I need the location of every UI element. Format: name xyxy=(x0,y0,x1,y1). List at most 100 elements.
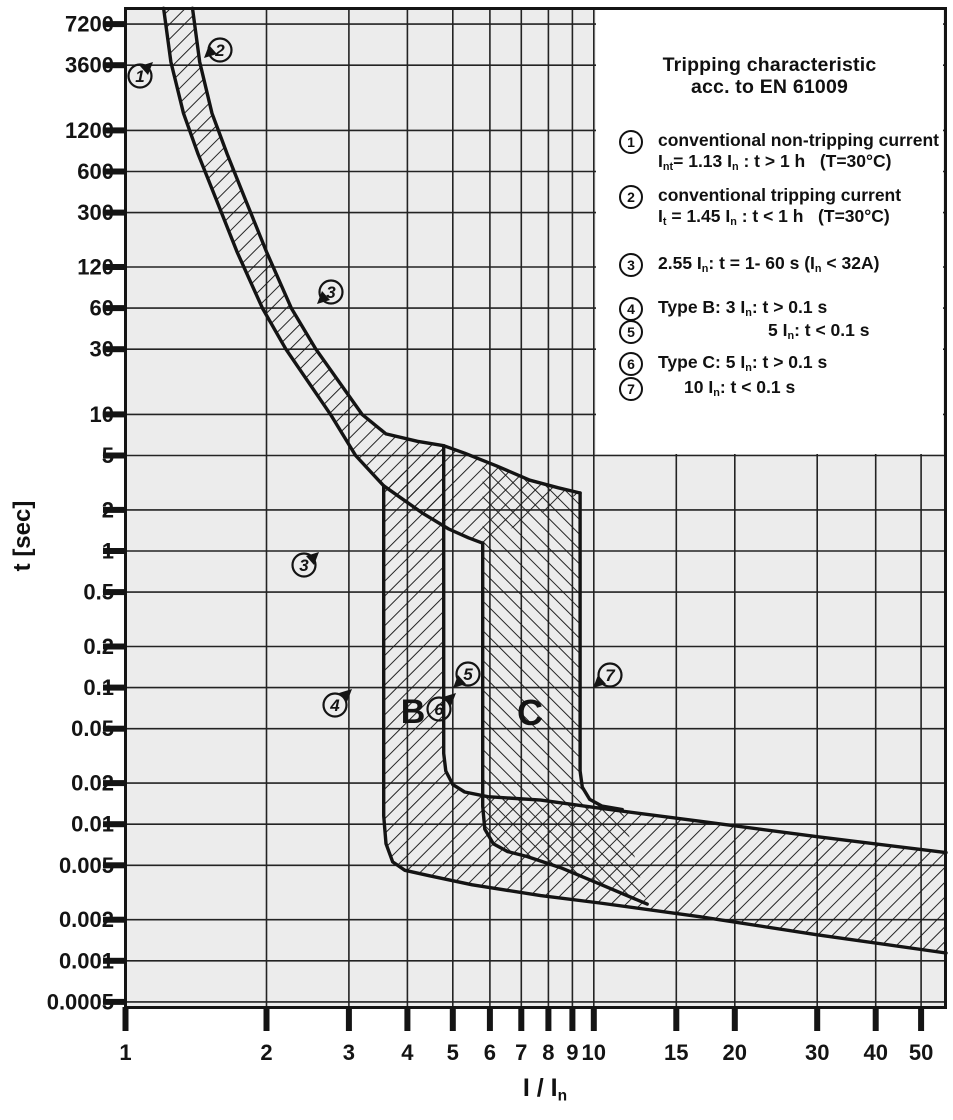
y-tick-mark xyxy=(103,862,127,869)
legend-item-number-6: 6 xyxy=(619,352,643,376)
x-tick-label: 15 xyxy=(664,1040,688,1065)
x-axis-title: I / In xyxy=(460,1074,630,1105)
curve-tripping-limit xyxy=(190,6,582,495)
callout-number: 3 xyxy=(326,283,336,302)
y-tick-mark xyxy=(103,998,127,1005)
y-tick-label: 0.05 xyxy=(71,716,114,741)
y-tick-label: 5 xyxy=(102,443,114,468)
callout-pointer-icon xyxy=(317,291,330,304)
callout-number: 6 xyxy=(434,700,444,719)
y-tick-label: 1 xyxy=(102,539,114,564)
callout-number: 7 xyxy=(605,666,616,685)
y-tick-mark xyxy=(103,305,127,312)
callout-1: 1 xyxy=(127,62,153,89)
legend-box: Tripping characteristic acc. to EN 61009… xyxy=(596,10,943,454)
callout-number: 4 xyxy=(329,696,340,715)
x-tick-mark xyxy=(404,1007,411,1031)
x-tick-mark xyxy=(872,1007,879,1031)
y-tick-mark xyxy=(103,684,127,691)
x-tick-label: 2 xyxy=(260,1040,272,1065)
zone-letter-c: C xyxy=(517,692,543,733)
y-tick-mark xyxy=(103,264,127,270)
y-tick-label: 2 xyxy=(102,497,114,522)
text-run: : t > 1 h (T=30°C) xyxy=(738,151,892,171)
y-tick-mark xyxy=(103,548,127,554)
legend-item-line: Type B: 3 In: t > 0.1 s xyxy=(658,297,827,324)
x-tick-label: 10 xyxy=(582,1040,606,1065)
x-tick-label: 40 xyxy=(863,1040,887,1065)
legend-item-1: conventional non-tripping current Int= 1.… xyxy=(658,130,939,178)
legend-item-line: 2.55 In: t = 1- 60 s (In < 32A) xyxy=(658,253,879,280)
zone-letter-b: B xyxy=(401,693,426,731)
y-tick-mark xyxy=(103,589,127,596)
x-tick-mark xyxy=(814,1007,821,1031)
legend-item-line: 5 In: t < 0.1 s xyxy=(768,320,869,347)
x-tick-label: 4 xyxy=(401,1040,414,1065)
y-tick-mark xyxy=(103,127,127,134)
legend-title: Tripping characteristic acc. to EN 61009 xyxy=(596,10,943,98)
text-run: Type C: 5 I xyxy=(658,352,746,372)
x-tick-mark xyxy=(918,1007,925,1031)
y-tick-mark xyxy=(103,168,127,175)
x-tick-mark xyxy=(545,1007,552,1031)
y-tick-mark xyxy=(103,916,127,923)
legend-item-5: 5 In: t < 0.1 s xyxy=(768,320,869,347)
text-run: : t < 0.1 s xyxy=(719,377,796,397)
y-tick-label: 10 xyxy=(90,402,114,427)
text-run: Type B: 3 I xyxy=(658,297,746,317)
legend-item-line: 10 In: t < 0.1 s xyxy=(684,377,795,404)
y-tick-mark xyxy=(103,780,127,787)
legend-item-number-3: 3 xyxy=(619,253,643,277)
callout-circle xyxy=(597,662,623,688)
callout-5: 5 xyxy=(453,661,481,688)
x-tick-label: 9 xyxy=(566,1040,578,1065)
text-run: : t > 0.1 s xyxy=(751,352,828,372)
y-tick-label: 7200 xyxy=(65,12,114,37)
text-run: : t > 0.1 s xyxy=(751,297,828,317)
x-tick-mark xyxy=(731,1007,738,1031)
callout-number: 1 xyxy=(135,67,144,86)
callout-number: 2 xyxy=(214,41,225,60)
y-tick-label: 60 xyxy=(90,296,114,321)
callout-circle xyxy=(455,661,481,687)
y-tick-label: 0.2 xyxy=(83,634,114,659)
legend-item-number-4: 4 xyxy=(619,297,643,321)
y-tick-label: 120 xyxy=(77,255,114,280)
y-axis-title: t [sec] xyxy=(9,500,36,572)
text-run: : t = 1- 60 s (I xyxy=(708,253,815,273)
callout-7: 7 xyxy=(593,662,623,688)
x-tick-label: 7 xyxy=(515,1040,527,1065)
y-tick-mark xyxy=(103,821,127,828)
x-tick-label: 30 xyxy=(805,1040,829,1065)
x-tick-mark xyxy=(449,1007,456,1031)
callout-circle xyxy=(426,696,452,722)
subscript-text: n xyxy=(732,161,739,174)
legend-item-3: 2.55 In: t = 1- 60 s (In < 32A) xyxy=(658,253,879,280)
x-tick-label: 20 xyxy=(723,1040,747,1065)
x-tick-mark xyxy=(486,1007,493,1031)
subscript-text: n xyxy=(557,1087,568,1105)
y-tick-mark xyxy=(103,725,127,732)
y-tick-label: 300 xyxy=(77,200,114,225)
y-tick-label: 0.005 xyxy=(59,853,114,878)
callout-2: 2 xyxy=(204,37,233,63)
text-run: = 1.45 I xyxy=(666,206,731,226)
text-run: 10 I xyxy=(684,377,714,397)
legend-item-number-2: 2 xyxy=(619,185,643,209)
callout-circle xyxy=(207,37,233,63)
subscript-text: nt xyxy=(662,161,674,174)
text-run: : t < 0.1 s xyxy=(794,320,870,340)
y-tick-mark xyxy=(103,643,127,650)
x-tick-mark xyxy=(569,1007,576,1031)
type-b-upper-boundary xyxy=(442,444,948,855)
y-tick-mark xyxy=(103,506,127,513)
callout-number: 5 xyxy=(463,665,473,684)
x-tick-mark xyxy=(263,1007,270,1031)
subscript-text: n xyxy=(814,263,822,276)
callout-pointer-icon xyxy=(339,689,352,702)
legend-title-line2: acc. to EN 61009 xyxy=(690,76,849,98)
y-tick-mark xyxy=(103,957,127,964)
x-tick-label: 8 xyxy=(542,1040,554,1065)
callout-circle xyxy=(322,692,348,718)
